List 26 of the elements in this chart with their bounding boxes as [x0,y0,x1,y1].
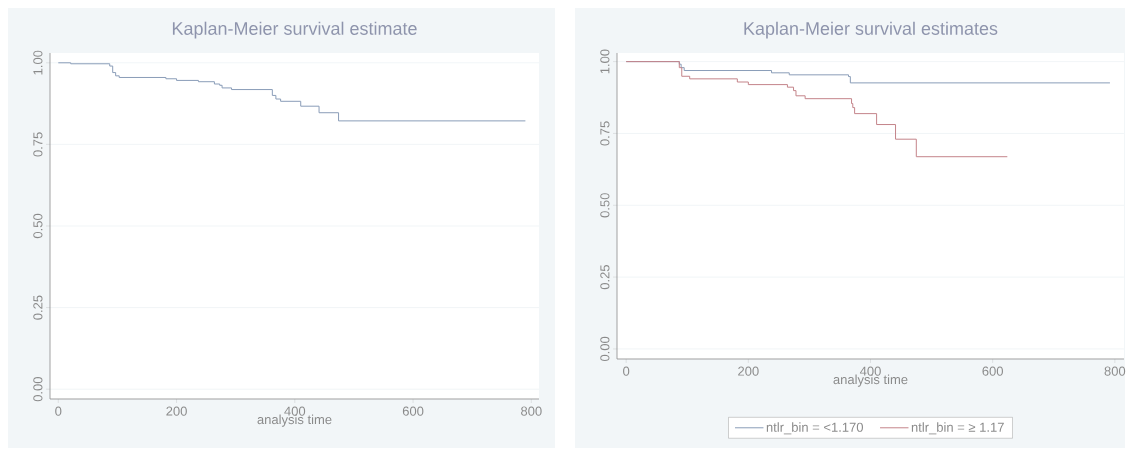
x-tick-label: 800 [1104,366,1126,376]
y-tick-label: 0.50 [600,193,610,218]
y-tick-label: 0.25 [33,295,43,320]
y-tick-label: 0.75 [600,121,610,146]
x-axis-title: analysis time [257,414,332,427]
x-tick-label: 200 [166,406,187,416]
chart-title: Kaplan-Meier survival estimates [744,21,998,39]
y-tick-label: 0.50 [33,213,43,239]
x-tick-label: 0 [623,366,630,376]
y-tick-label: 1.00 [600,49,610,74]
y-tick-label: 0.00 [33,377,43,402]
x-axis-title: analysis time [833,374,908,387]
legend-label: ntlr_bin = ≥ 1.17 [911,422,1004,435]
y-tick-label: 0.25 [600,265,610,290]
x-tick-label: 600 [982,366,1003,376]
y-tick-label: 0.75 [33,132,43,157]
y-tick-label: 0.00 [600,336,610,362]
chart-title: Kaplan-Meier survival estimate [172,21,417,39]
x-tick-label: 400 [284,406,306,416]
legend-label: ntlr_bin = <1.170 [766,422,864,435]
y-tick-label: 1.00 [33,50,43,75]
x-tick-label: 800 [521,406,542,416]
x-tick-label: 600 [402,406,424,416]
x-tick-label: 400 [859,366,881,376]
x-tick-label: 0 [55,406,62,416]
x-tick-label: 200 [738,366,759,376]
